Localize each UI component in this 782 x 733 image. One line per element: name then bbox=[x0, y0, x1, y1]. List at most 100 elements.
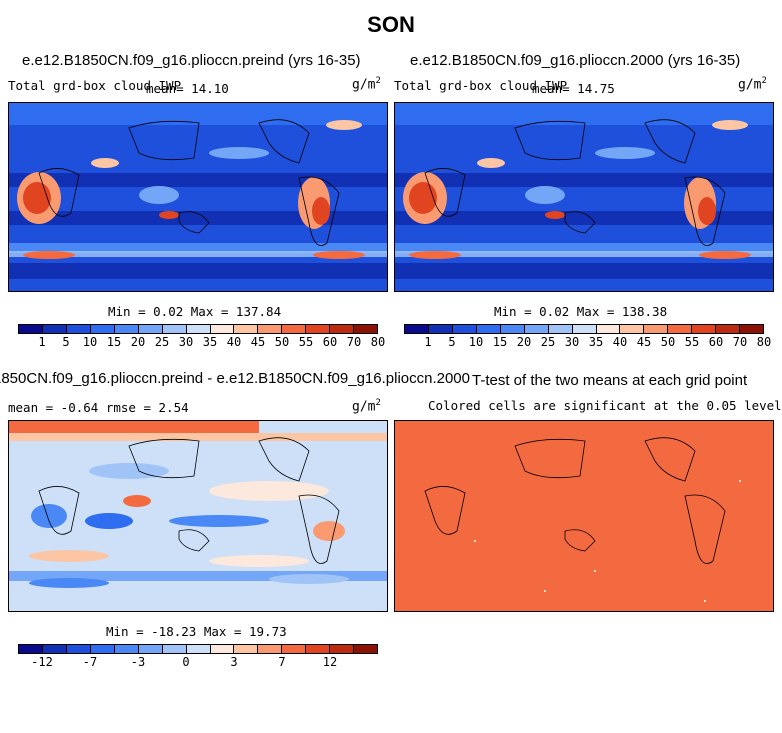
panel2-colorbar bbox=[404, 324, 764, 334]
season-title: SON bbox=[367, 12, 415, 37]
panel1-colorbar-color-box bbox=[19, 325, 43, 333]
panel1-minmax: Min = 0.02 Max = 137.84 bbox=[108, 304, 282, 319]
panel1-colorbar-tick-label: 45 bbox=[250, 335, 266, 349]
panel3-title: e.e12.B1850CN.f09_g16.plioccn.preind - e… bbox=[0, 370, 470, 387]
panel3-colorbar-color-box bbox=[114, 645, 139, 653]
panel2-colorbar-tick-label: 1 bbox=[424, 335, 432, 349]
panel3-colorbar-tick-label: 3 bbox=[230, 655, 238, 669]
panel1-colorbar-color-box bbox=[66, 325, 91, 333]
panel1-colorbar-tick-label: 30 bbox=[178, 335, 194, 349]
panel1-units-base: g/m bbox=[352, 77, 376, 93]
panel1-title: e.e12.B1850CN.f09_g16.plioccn.preind (yr… bbox=[22, 52, 361, 69]
panel3-colorbar-color-box bbox=[138, 645, 163, 653]
panel2-mean-value: 14.75 bbox=[577, 81, 615, 96]
panel3-colorbar-color-box bbox=[330, 645, 355, 653]
panel3-units-base: g/m bbox=[352, 399, 376, 415]
panel3-colorbar-color-box bbox=[19, 645, 43, 653]
panel1-colorbar-color-box bbox=[90, 325, 115, 333]
panel1-colorbar bbox=[18, 324, 378, 334]
panel4-subtitle: Colored cells are significant at the 0.0… bbox=[428, 398, 782, 413]
panel2-colorbar-tick-label: 55 bbox=[684, 335, 700, 349]
panel2-colorbar-tick-label: 70 bbox=[732, 335, 748, 349]
panel4-title: T-test of the two means at each grid poi… bbox=[472, 372, 748, 389]
panel1-colorbar-tick-label: 1 bbox=[38, 335, 46, 349]
panel1-colorbar-labels: 1 5 10 15 20 25 30 35 40 45 50 55 60 70 80 bbox=[18, 335, 385, 351]
panel3-title-clip: e.e12.B1850CN.f09_g16.plioccn.preind - e… bbox=[0, 370, 470, 390]
panel3-units: g/m2 bbox=[352, 398, 381, 414]
panel2-colorbar-color-box bbox=[428, 325, 453, 333]
panel3-colorbar-tick-label: -12 bbox=[31, 655, 53, 669]
panel1-mean-label: mean= bbox=[146, 81, 184, 96]
panel2-variable: Total grd-box cloud IWP bbox=[394, 78, 568, 93]
panel3-colorbar-color-box bbox=[258, 645, 283, 653]
panel3-colorbar-color-box bbox=[186, 645, 211, 653]
panel2-minmax: Min = 0.02 Max = 138.38 bbox=[494, 304, 668, 319]
panel1-colorbar-color-box bbox=[330, 325, 355, 333]
panel1-colorbar-tick-label: 15 bbox=[106, 335, 122, 349]
panel2-colorbar-tick-label: 5 bbox=[448, 335, 456, 349]
panel2-units-base: g/m bbox=[738, 77, 762, 93]
panel3-colorbar-tick-label: 12 bbox=[322, 655, 338, 669]
panel2-mean-label: mean= bbox=[532, 81, 570, 96]
panel1-colorbar-tick-label: 5 bbox=[62, 335, 70, 349]
panel2-colorbar-tick-label: 10 bbox=[468, 335, 484, 349]
panel1-mean-value: 14.10 bbox=[191, 81, 229, 96]
panel1-colorbar-tick-label: 80 bbox=[370, 335, 386, 349]
panel1-colorbar-color-box bbox=[354, 325, 378, 333]
panel2-colorbar-labels: 1 5 10 15 20 25 30 35 40 45 50 55 60 70 80 bbox=[404, 335, 771, 351]
panel1-colorbar-tick-label: 60 bbox=[322, 335, 338, 349]
panel3-colorbar-tick-label: -7 bbox=[82, 655, 98, 669]
panel2-map bbox=[394, 102, 774, 292]
panel2-colorbar-tick-label: 50 bbox=[660, 335, 676, 349]
panel2-colorbar-color-box bbox=[500, 325, 525, 333]
panel1-colorbar-tick-label: 25 bbox=[154, 335, 170, 349]
panel2-colorbar-color-box bbox=[452, 325, 477, 333]
panel2-colorbar-tick-label: 40 bbox=[612, 335, 628, 349]
panel3-colorbar-tick-label: 7 bbox=[278, 655, 286, 669]
panel3-colorbar-color-box bbox=[42, 645, 67, 653]
panel2-colorbar-color-box bbox=[620, 325, 645, 333]
panel2-colorbar-color-box bbox=[405, 325, 429, 333]
panel2-colorbar-color-box bbox=[476, 325, 501, 333]
panel2-colorbar-tick-label: 60 bbox=[708, 335, 724, 349]
panel3-stats: mean = -0.64 rmse = 2.54 bbox=[8, 400, 189, 415]
panel2-colorbar-tick-label: 20 bbox=[516, 335, 532, 349]
panel1-colorbar-color-box bbox=[282, 325, 307, 333]
panel2-colorbar-color-box bbox=[596, 325, 621, 333]
panel2-colorbar-tick-label: 30 bbox=[564, 335, 580, 349]
panel3-colorbar-color-box bbox=[234, 645, 259, 653]
panel2-units: g/m2 bbox=[738, 76, 767, 92]
panel3-colorbar-tick-label: 0 bbox=[182, 655, 190, 669]
panel4-map bbox=[394, 420, 774, 612]
panel2-title: e.e12.B1850CN.f09_g16.plioccn.2000 (yrs … bbox=[410, 52, 741, 69]
panel3-colorbar-color-box bbox=[66, 645, 91, 653]
panel1-colorbar-color-box bbox=[258, 325, 283, 333]
panel3-colorbar bbox=[18, 644, 378, 654]
panel1-colorbar-tick-label: 20 bbox=[130, 335, 146, 349]
panel1-colorbar-tick-label: 40 bbox=[226, 335, 242, 349]
panel1-colorbar-color-box bbox=[234, 325, 259, 333]
panel3-units-exp: 2 bbox=[375, 398, 381, 408]
panel2-colorbar-tick-label: 35 bbox=[588, 335, 604, 349]
panel1-units-exp: 2 bbox=[375, 76, 381, 86]
panel3-colorbar-color-box bbox=[306, 645, 331, 653]
panel1-colorbar-tick-label: 70 bbox=[346, 335, 362, 349]
panel2-colorbar-color-box bbox=[572, 325, 597, 333]
panel1-colorbar-color-box bbox=[186, 325, 211, 333]
panel2-colorbar-color-box bbox=[668, 325, 693, 333]
panel3-colorbar-color-box bbox=[210, 645, 235, 653]
panel3-colorbar-labels: -12 -7 -3 0 3 7 12 bbox=[18, 655, 378, 671]
panel3-colorbar-color-box bbox=[354, 645, 378, 653]
panel3-colorbar-tick-label: -3 bbox=[130, 655, 146, 669]
panel3-map bbox=[8, 420, 388, 612]
panel1-colorbar-color-box bbox=[114, 325, 139, 333]
panel3-colorbar-color-box bbox=[90, 645, 115, 653]
panel2-colorbar-tick-label: 15 bbox=[492, 335, 508, 349]
panel2-mean: mean= 14.75 bbox=[532, 81, 615, 96]
panel1-colorbar-color-box bbox=[138, 325, 163, 333]
panel1-units: g/m2 bbox=[352, 76, 381, 92]
panel1-mean: mean= 14.10 bbox=[146, 81, 229, 96]
panel2-colorbar-tick-label: 45 bbox=[636, 335, 652, 349]
panel1-map bbox=[8, 102, 388, 292]
panel2-colorbar-color-box bbox=[692, 325, 717, 333]
